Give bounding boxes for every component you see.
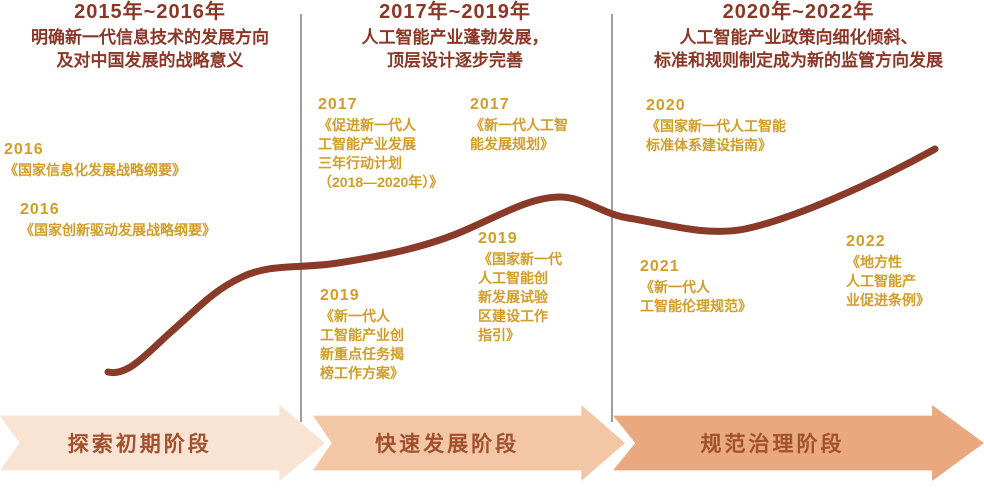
- stage-arrow-rapid-development: 快速发展阶段: [313, 405, 625, 481]
- policy-item: 2017 《促进新一代人 工智能产业发展 三年行动计划 （2018—2020年）…: [318, 95, 488, 192]
- policy-item: 2016 《国家信息化发展战略纲要》: [4, 140, 254, 180]
- policy-title: 《国家创新驱动发展战略纲要》: [20, 222, 216, 238]
- section-header-2015-2016: 2015年~2016年 明确新一代信息技术的发展方向 及对中国发展的战略意义: [0, 0, 300, 72]
- section-header-2020-2022: 2020年~2022年 人工智能产业政策向细化倾斜、 标准和规则制定成为新的监管…: [613, 0, 984, 72]
- stage-label: 规范治理阶段: [700, 433, 845, 456]
- policy-item: 2022 《地方性 人工智能产 业促进条例》: [846, 232, 961, 310]
- period-title: 2020年~2022年: [722, 1, 875, 23]
- policy-title: 《国家新一代 人工智能创 新发展试验 区建设工作 指引》: [478, 251, 562, 343]
- policy-title: 《新一代人 工智能伦理规范》: [640, 279, 752, 314]
- policy-year: 2019: [320, 287, 360, 304]
- policy-title: 《地方性 人工智能产 业促进条例》: [846, 254, 930, 308]
- section-divider-line: [611, 14, 613, 422]
- policy-title: 《新一代人工智 能发展规划》: [470, 117, 568, 152]
- policy-item: 2020 《国家新一代人工智能 标准体系建设指南》: [646, 96, 826, 155]
- stage-label: 快速发展阶段: [375, 433, 520, 456]
- stage-label: 探索初期阶段: [67, 433, 212, 456]
- policy-title: 《促进新一代人 工智能产业发展 三年行动计划 （2018—2020年）》: [318, 117, 444, 190]
- policy-title: 《国家新一代人工智能 标准体系建设指南》: [646, 118, 786, 153]
- policy-item: 2021 《新一代人 工智能伦理规范》: [640, 257, 800, 316]
- policy-item: 2017 《新一代人工智 能发展规划》: [470, 95, 595, 154]
- period-description: 人工智能产业政策向细化倾斜、 标准和规则制定成为新的监管方向发展: [654, 28, 943, 70]
- policy-title: 《国家信息化发展战略纲要》: [4, 162, 186, 178]
- policy-year: 2017: [318, 96, 358, 113]
- policy-year: 2020: [646, 97, 686, 114]
- policy-title: 《新一代人 工智能产业创 新重点任务揭 榜工作方案》: [320, 308, 404, 381]
- stage-arrow-exploration: 探索初期阶段: [0, 405, 325, 481]
- stage-arrow-governance: 规范治理阶段: [613, 405, 984, 481]
- policy-item: 2019 《新一代人 工智能产业创 新重点任务揭 榜工作方案》: [320, 286, 445, 383]
- policy-year: 2019: [478, 230, 518, 247]
- policy-year: 2021: [640, 258, 680, 275]
- policy-item: 2019 《国家新一代 人工智能创 新发展试验 区建设工作 指引》: [478, 229, 593, 345]
- section-header-2017-2019: 2017年~2019年 人工智能产业蓬勃发展， 顶层设计逐步完善: [305, 0, 605, 72]
- policy-item: 2016 《国家创新驱动发展战略纲要》: [20, 200, 280, 240]
- policy-year: 2022: [846, 233, 886, 250]
- policy-year: 2016: [4, 141, 44, 158]
- period-description: 明确新一代信息技术的发展方向 及对中国发展的战略意义: [31, 28, 269, 70]
- policy-year: 2016: [20, 201, 60, 218]
- policy-year: 2017: [470, 96, 510, 113]
- period-title: 2017年~2019年: [379, 1, 531, 23]
- period-title: 2015年~2016年: [74, 1, 226, 23]
- period-description: 人工智能产业蓬勃发展， 顶层设计逐步完善: [361, 28, 549, 70]
- section-divider-line: [300, 14, 302, 422]
